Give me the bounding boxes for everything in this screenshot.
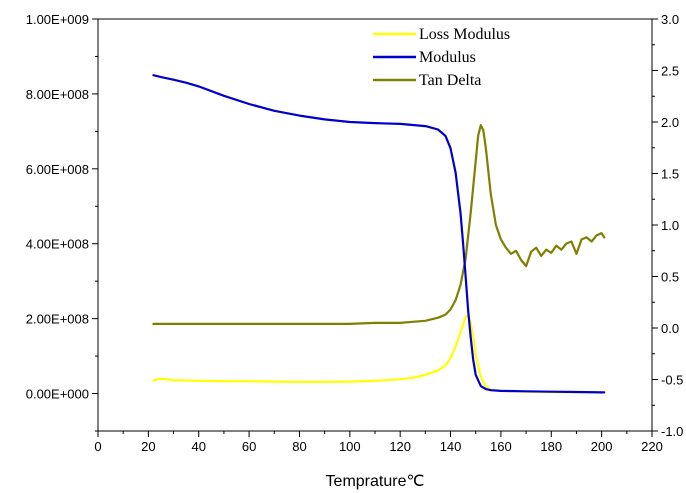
x-tick-label: 40 (191, 439, 205, 454)
series-line-tan-delta (152, 123, 606, 325)
x-tick-label: 100 (339, 439, 361, 454)
y-axis-right-ticks: -1.0 -0.5 0.0 0.5 1.0 1.5 2.0 2.5 3.0 (652, 12, 683, 439)
y-tick-label: 2.00E+008 (26, 312, 89, 327)
y-tick-label: 1.00E+009 (26, 12, 89, 27)
x-tick-label: 200 (591, 439, 613, 454)
series-line-loss-modulus (152, 314, 603, 394)
y2-tick-label: 0.0 (661, 321, 679, 336)
y2-tick-label: -0.5 (661, 373, 683, 388)
x-tick-label: 120 (389, 439, 411, 454)
x-tick-label: 0 (94, 439, 101, 454)
x-tick-label: 20 (141, 439, 155, 454)
y2-tick-label: 2.0 (661, 115, 679, 130)
y-tick-label: 6.00E+008 (26, 162, 89, 177)
x-tick-label: 80 (292, 439, 306, 454)
y2-tick-label: 3.0 (661, 12, 679, 27)
x-tick-label: 220 (641, 439, 663, 454)
legend-label-loss-modulus: Loss Modulus (419, 26, 510, 43)
y2-tick-label: 0.5 (661, 270, 679, 285)
y-tick-label: 8.00E+008 (26, 87, 89, 102)
y2-tick-label: -1.0 (661, 424, 683, 439)
x-tick-label: 140 (440, 439, 462, 454)
x-axis-ticks: 0 20 40 60 80 100 120 140 160 180 200 220 (94, 431, 663, 454)
y2-tick-label: 1.0 (661, 218, 679, 233)
y2-tick-label: 2.5 (661, 64, 679, 79)
y2-tick-label: 1.5 (661, 167, 679, 182)
y-axis-left-ticks: 0.00E+000 2.00E+008 4.00E+008 6.00E+008 8.00… (26, 12, 98, 432)
legend-label-modulus: Modulus (419, 49, 476, 66)
x-tick-label: 60 (242, 439, 256, 454)
y-tick-label: 4.00E+008 (26, 237, 89, 252)
x-tick-label: 180 (540, 439, 562, 454)
legend: Loss Modulus Modulus Tan Delta (373, 26, 510, 89)
series-layer (152, 74, 606, 394)
x-axis-title: Temprature℃ (326, 473, 425, 490)
legend-label-tan-delta: Tan Delta (419, 72, 481, 89)
y-tick-label: 0.00E+000 (26, 387, 89, 402)
x-tick-label: 160 (490, 439, 512, 454)
series-line-modulus (152, 74, 606, 394)
